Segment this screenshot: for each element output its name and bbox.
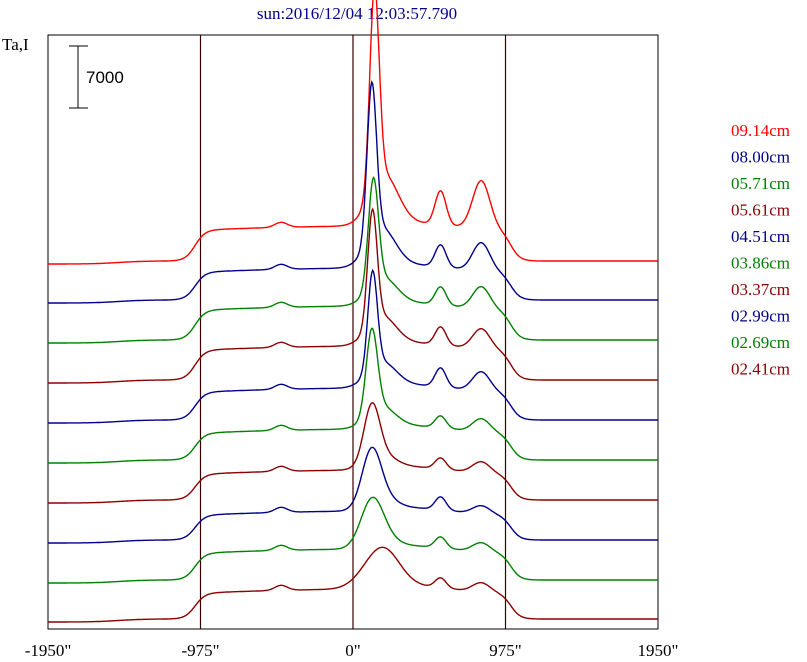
- x-tick-labels: -1950" -975" 0" 975" 1950": [25, 641, 679, 660]
- curves: [48, 0, 658, 623]
- curve-08.00cm: [48, 80, 658, 304]
- curve-05.71cm: [48, 175, 658, 344]
- legend-item: 02.69cm: [731, 333, 790, 352]
- x-tick-label: 975": [489, 641, 521, 660]
- curve-02.99cm: [48, 446, 658, 544]
- legend-item: 02.99cm: [731, 307, 790, 326]
- curve-05.61cm: [48, 207, 658, 384]
- vertical-markers: [199, 35, 507, 629]
- y-axis-label: Ta,I: [2, 35, 29, 54]
- chart-title: sun:2016/12/04 12:03:57.790: [257, 4, 457, 23]
- scale-bar: 7000: [69, 45, 124, 109]
- legend-item: 02.41cm: [731, 360, 790, 379]
- legend-item: 04.51cm: [731, 227, 790, 246]
- curve-02.41cm: [48, 546, 658, 623]
- x-tick-label: 0": [345, 641, 360, 660]
- legend-item: 03.37cm: [731, 280, 790, 299]
- x-tick-label: -1950": [25, 641, 72, 660]
- curve-04.51cm: [48, 268, 658, 424]
- legend: 09.14cm 08.00cm 05.71cm 05.61cm 04.51cm 03.86…: [731, 121, 790, 379]
- curve-03.86cm: [48, 327, 658, 464]
- scale-bar-label: 7000: [86, 68, 124, 87]
- legend-item: 05.61cm: [731, 201, 790, 220]
- legend-item: 09.14cm: [731, 121, 790, 140]
- curve-03.37cm: [48, 402, 658, 504]
- legend-item: 05.71cm: [731, 174, 790, 193]
- x-tick-label: 1950": [638, 641, 679, 660]
- curve-09.14cm: [48, 0, 658, 265]
- legend-item: 08.00cm: [731, 148, 790, 167]
- curve-02.69cm: [48, 496, 658, 584]
- legend-item: 03.86cm: [731, 254, 790, 273]
- x-tick-label: -975": [181, 641, 219, 660]
